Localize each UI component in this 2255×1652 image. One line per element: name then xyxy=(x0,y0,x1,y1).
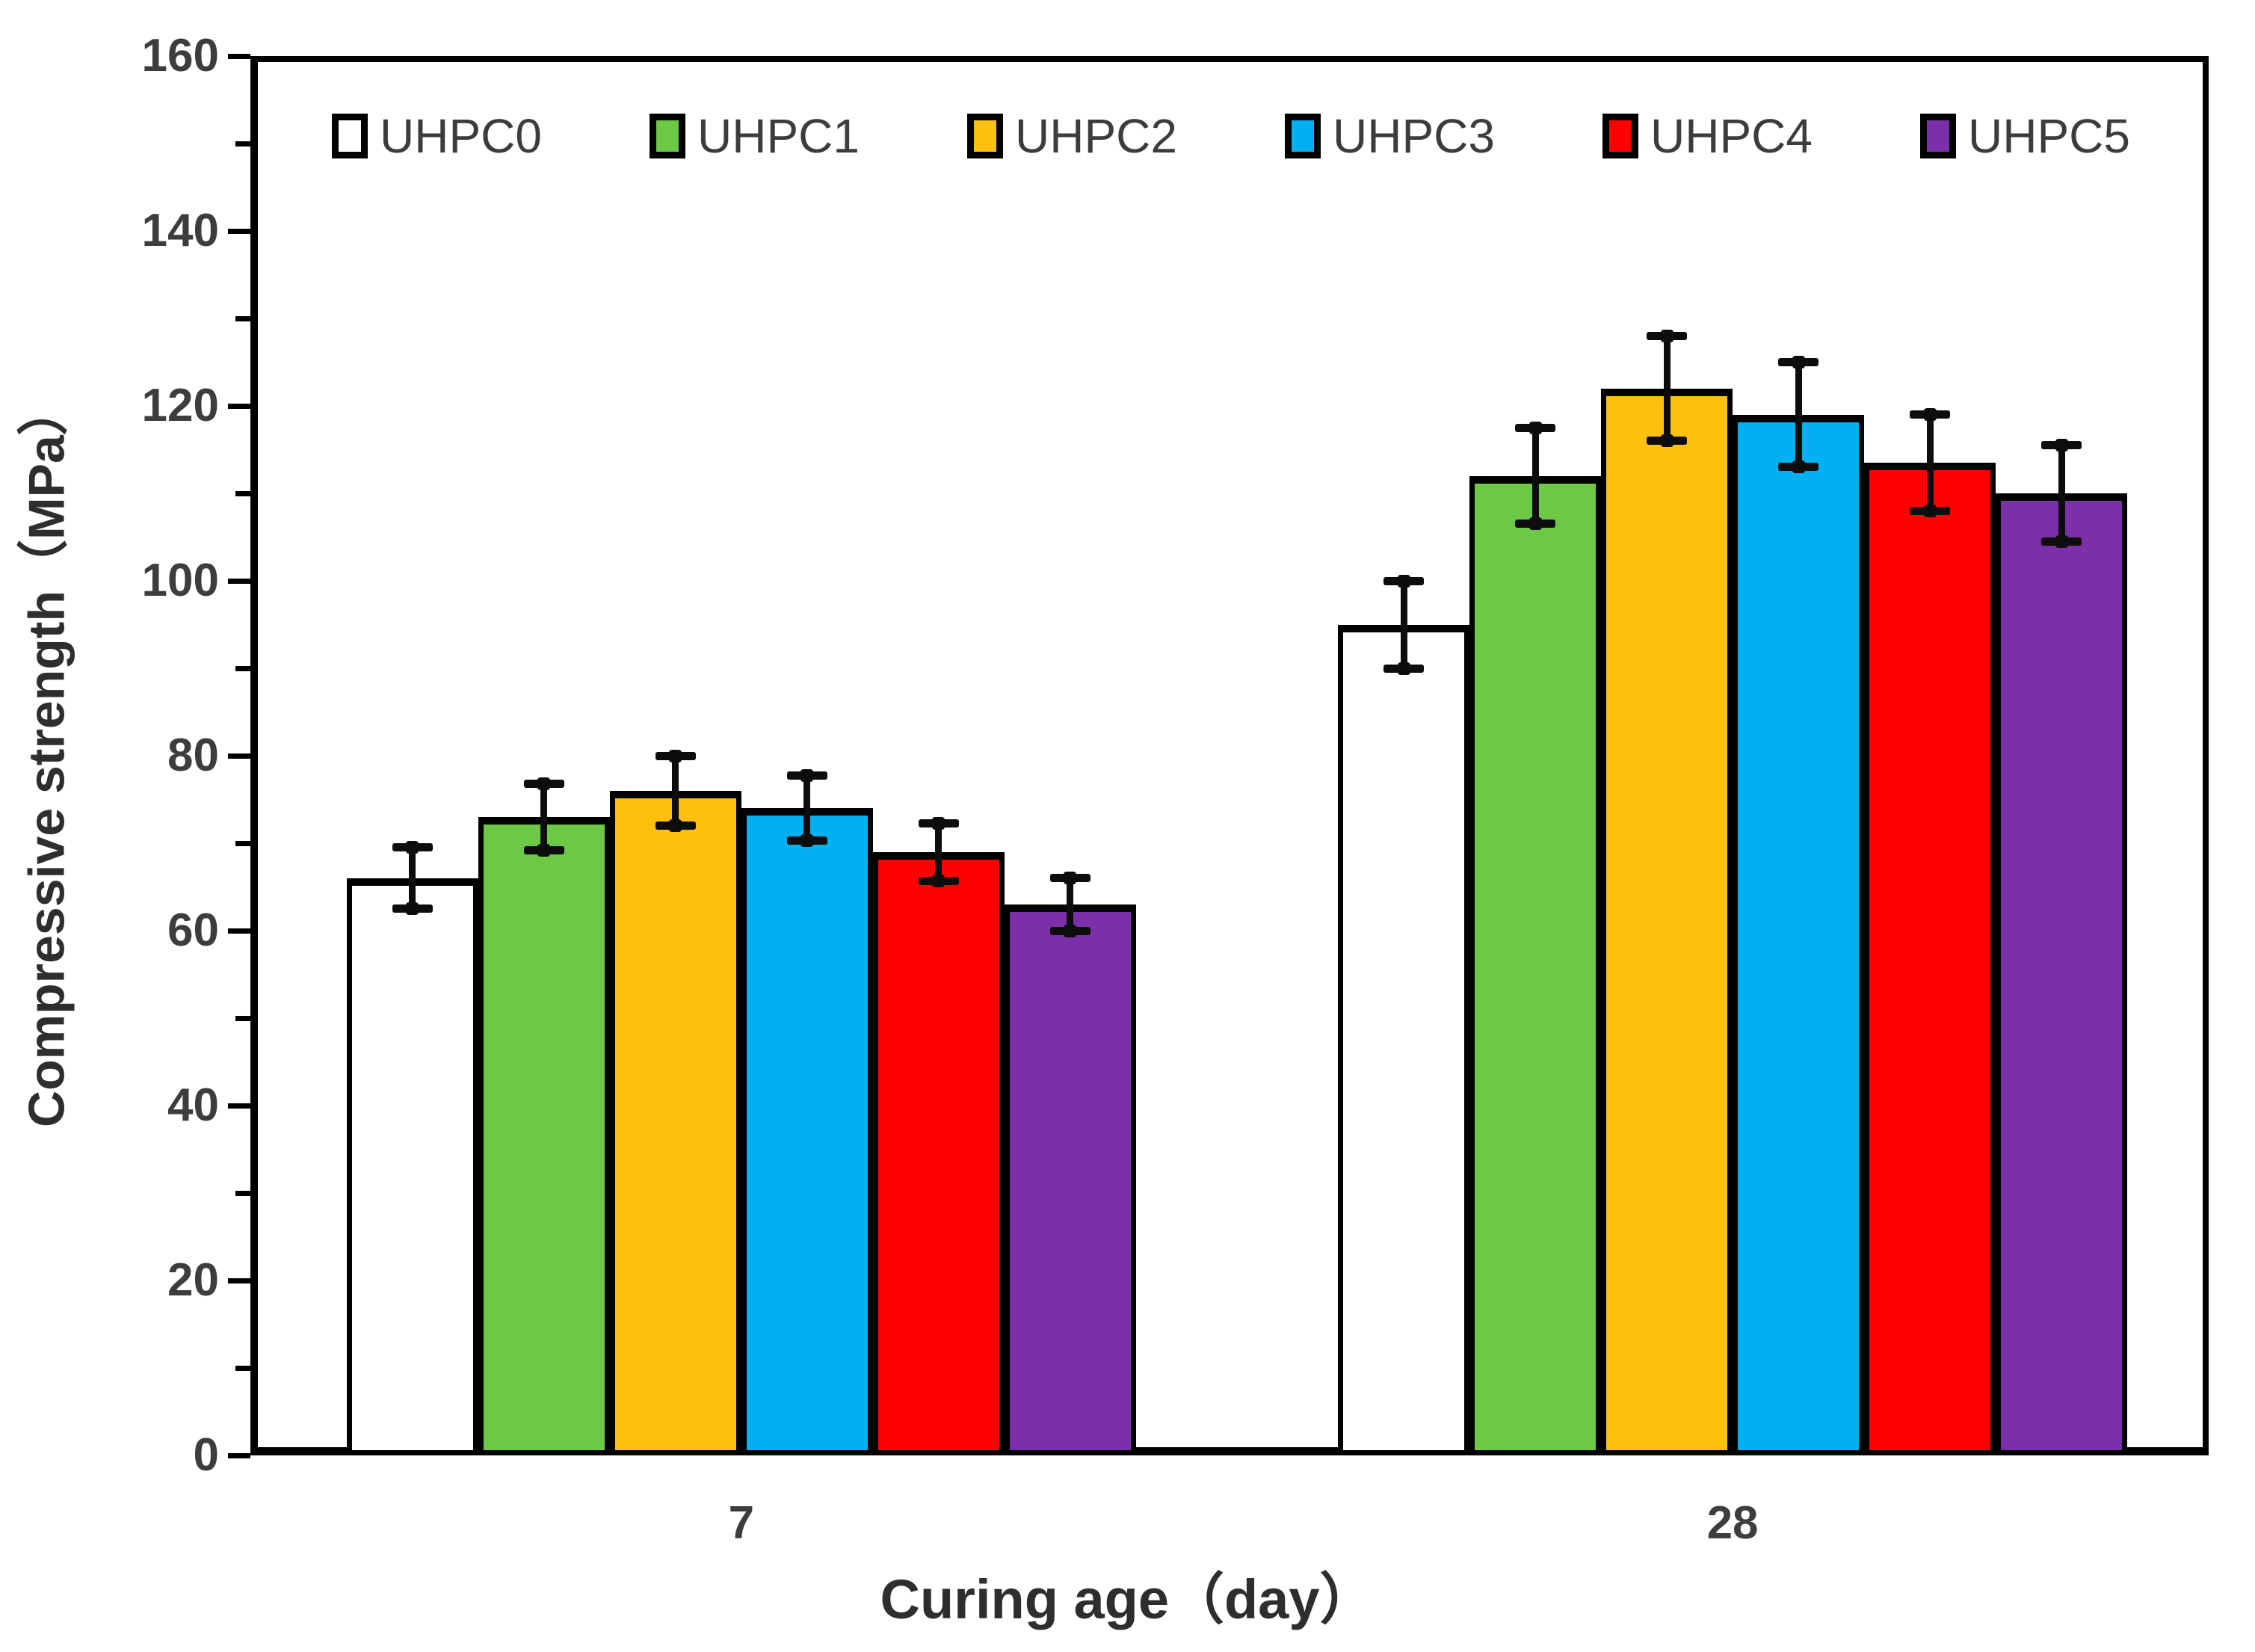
legend-label-UHPC5: UHPC5 xyxy=(1968,109,2130,163)
y-axis-tick xyxy=(228,1103,250,1109)
y-axis-tick xyxy=(228,53,250,59)
legend-swatch-UHPC4 xyxy=(1602,114,1638,158)
y-axis-tick xyxy=(228,228,250,234)
legend-item-UHPC3: UHPC3 xyxy=(1285,109,1495,163)
bar-UHPC1-day28 xyxy=(1469,475,1602,1455)
legend-label-UHPC1: UHPC1 xyxy=(697,109,860,163)
error-bar-dot xyxy=(1397,574,1410,588)
error-bar-UHPC4-day28 xyxy=(1926,414,1934,511)
error-bar-UHPC3-day7 xyxy=(803,775,811,841)
error-bar-UHPC4-day7 xyxy=(935,823,943,881)
legend-swatch-UHPC1 xyxy=(650,114,685,158)
legend-swatch-UHPC2 xyxy=(967,114,1003,158)
legend-swatch-UHPC3 xyxy=(1285,114,1321,158)
error-bar-UHPC2-day7 xyxy=(672,756,679,826)
legend-item-UHPC0: UHPC0 xyxy=(332,109,542,163)
y-axis-tick-label: 140 xyxy=(141,205,219,256)
y-axis-tick xyxy=(235,1015,250,1021)
bar-UHPC3-day7 xyxy=(741,808,873,1455)
error-bar-dot xyxy=(1064,924,1077,937)
error-bar-dot xyxy=(406,902,419,916)
error-bar-UHPC0-day28 xyxy=(1400,581,1407,668)
y-axis-tick xyxy=(235,315,250,321)
bar-UHPC0-day28 xyxy=(1338,624,1470,1455)
error-bar-dot xyxy=(1660,434,1673,448)
error-bar-UHPC5-day7 xyxy=(1067,878,1074,931)
bar-UHPC0-day7 xyxy=(346,878,478,1455)
y-axis-tick-label: 120 xyxy=(141,380,219,431)
y-axis-tick-label: 160 xyxy=(141,30,219,81)
x-category-label-28: 28 xyxy=(1706,1497,1759,1549)
x-axis-title: Curing age（day） xyxy=(880,1568,1375,1630)
y-axis-tick xyxy=(235,1190,250,1196)
bar-UHPC4-day7 xyxy=(872,851,1005,1455)
error-bar-dot xyxy=(1923,504,1937,517)
legend-item-UHPC2: UHPC2 xyxy=(967,109,1177,163)
legend-swatch-UHPC5 xyxy=(1920,114,1956,158)
y-axis-tick-label: 100 xyxy=(141,555,219,606)
error-bar-dot xyxy=(1397,662,1410,675)
legend-label-UHPC2: UHPC2 xyxy=(1015,109,1177,163)
error-bar-dot xyxy=(669,749,682,762)
error-bar-dot xyxy=(2055,439,2068,452)
y-axis-tick-label: 80 xyxy=(167,730,219,781)
error-bar-UHPC1-day28 xyxy=(1531,428,1539,524)
legend-item-UHPC5: UHPC5 xyxy=(1920,109,2130,163)
bar-UHPC2-day28 xyxy=(1601,388,1733,1455)
error-bar-dot xyxy=(1528,421,1542,434)
error-bar-dot xyxy=(1923,408,1937,422)
y-axis-tick-label: 40 xyxy=(167,1079,219,1131)
legend-swatch-UHPC0 xyxy=(332,114,368,158)
y-axis-tick xyxy=(235,840,250,846)
error-bar-dot xyxy=(669,819,682,833)
bar-UHPC3-day28 xyxy=(1733,414,1865,1455)
y-axis-tick xyxy=(228,753,250,759)
error-bar-dot xyxy=(1528,517,1542,531)
bar-UHPC1-day7 xyxy=(478,816,610,1455)
y-axis-tick xyxy=(228,403,250,409)
error-bar-dot xyxy=(1792,356,1805,369)
y-axis-tick-label: 20 xyxy=(167,1254,219,1306)
error-bar-dot xyxy=(932,816,946,830)
error-bar-dot xyxy=(2055,534,2068,548)
error-bar-dot xyxy=(537,843,551,857)
bar-UHPC4-day28 xyxy=(1864,463,1996,1455)
error-bar-UHPC2-day28 xyxy=(1663,336,1671,441)
error-bar-dot xyxy=(1792,460,1805,474)
y-axis-tick xyxy=(235,1365,250,1371)
legend-label-UHPC0: UHPC0 xyxy=(380,109,542,163)
bar-UHPC2-day7 xyxy=(609,790,741,1455)
y-axis-tick xyxy=(228,578,250,584)
error-bar-UHPC3-day28 xyxy=(1795,362,1802,467)
y-axis-tick xyxy=(235,665,250,671)
error-bar-UHPC1-day7 xyxy=(540,783,548,851)
error-bar-dot xyxy=(1660,329,1673,342)
x-category-label-7: 7 xyxy=(728,1497,755,1549)
legend-label-UHPC4: UHPC4 xyxy=(1650,109,1813,163)
y-axis-tick-label: 0 xyxy=(193,1429,219,1481)
y-axis-tick xyxy=(235,141,250,147)
legend-item-UHPC1: UHPC1 xyxy=(650,109,860,163)
error-bar-dot xyxy=(537,777,551,790)
y-axis-tick xyxy=(228,1452,250,1458)
bar-UHPC5-day7 xyxy=(1004,904,1136,1455)
error-bar-dot xyxy=(800,769,814,783)
y-axis-tick xyxy=(228,1277,250,1283)
error-bar-UHPC5-day28 xyxy=(2058,445,2065,542)
legend-item-UHPC4: UHPC4 xyxy=(1602,109,1813,163)
bar-UHPC5-day28 xyxy=(1996,493,2128,1455)
y-axis-tick xyxy=(235,490,250,496)
y-axis-tick xyxy=(228,928,250,934)
error-bar-dot xyxy=(406,841,419,854)
legend-label-UHPC3: UHPC3 xyxy=(1333,109,1495,163)
y-axis-tick-label: 60 xyxy=(167,904,219,956)
error-bar-UHPC0-day7 xyxy=(409,847,416,909)
error-bar-dot xyxy=(1064,872,1077,885)
error-bar-dot xyxy=(932,874,946,887)
error-bar-dot xyxy=(800,833,814,847)
